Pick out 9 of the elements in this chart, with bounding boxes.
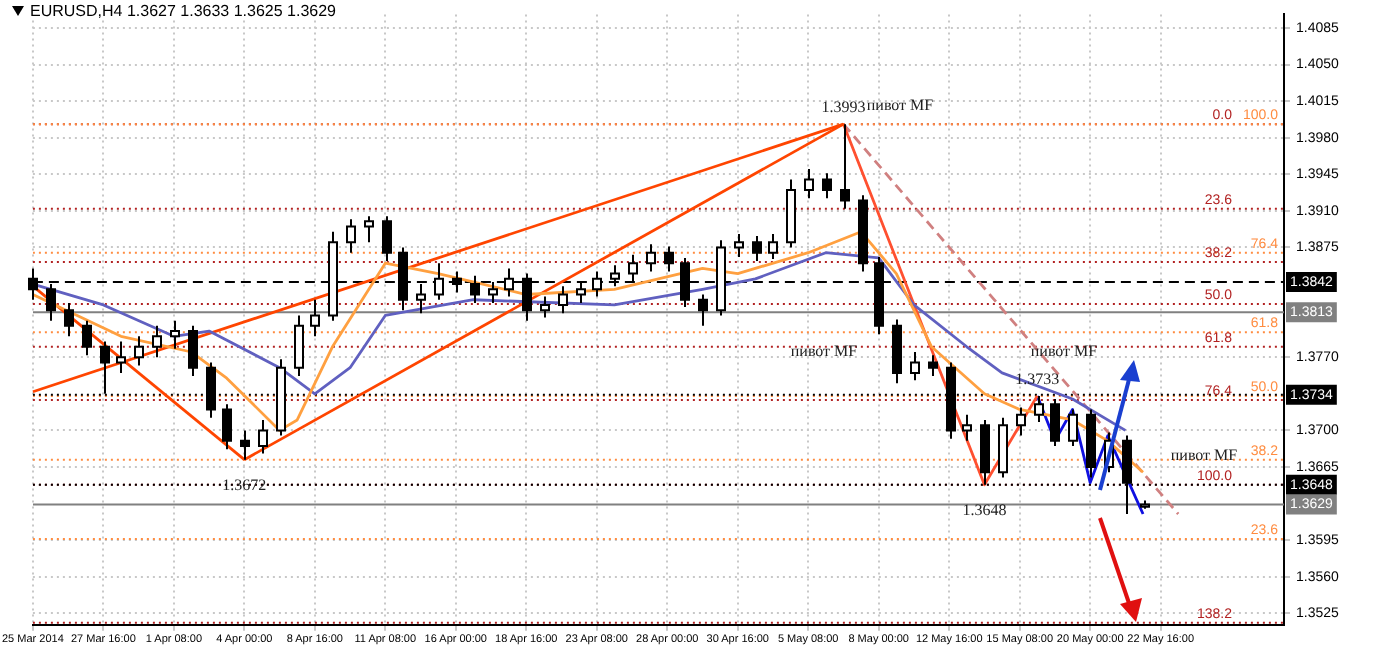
annotation: 1.3993 — [821, 98, 866, 117]
annotation: пивот MF — [1170, 446, 1239, 465]
chart-title: EURUSD,H4 1.3627 1.3633 1.3625 1.3629 — [30, 2, 336, 20]
annotation: пивот MF — [866, 96, 935, 115]
annotation: 1.3672 — [222, 475, 267, 494]
annotation: пивот MF — [790, 342, 859, 361]
annotation: 1.3733 — [1015, 370, 1060, 389]
annotation: 1.3648 — [962, 500, 1007, 519]
annotation: пивот MF — [1030, 342, 1099, 361]
